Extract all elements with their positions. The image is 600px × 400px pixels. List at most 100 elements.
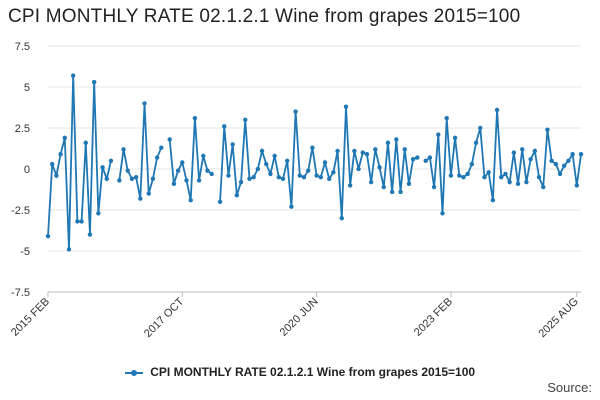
data-point[interactable] xyxy=(578,152,584,157)
data-point[interactable] xyxy=(541,184,546,190)
data-point[interactable] xyxy=(209,171,214,177)
data-point[interactable] xyxy=(557,171,563,177)
data-point[interactable] xyxy=(494,107,500,113)
data-point[interactable] xyxy=(356,166,361,172)
data-point[interactable] xyxy=(75,219,80,224)
data-point[interactable] xyxy=(205,168,210,173)
data-point[interactable] xyxy=(444,115,449,121)
data-point[interactable] xyxy=(440,211,445,216)
data-point[interactable] xyxy=(482,175,487,180)
data-point[interactable] xyxy=(154,155,160,160)
data-point[interactable] xyxy=(503,171,508,177)
data-point[interactable] xyxy=(331,170,336,175)
data-point[interactable] xyxy=(50,161,55,167)
data-point[interactable] xyxy=(398,189,403,195)
data-point[interactable] xyxy=(133,175,139,180)
data-point[interactable] xyxy=(293,109,298,114)
data-point[interactable] xyxy=(364,152,370,157)
data-point[interactable] xyxy=(532,148,538,154)
data-point[interactable] xyxy=(251,175,256,180)
data-point[interactable] xyxy=(217,199,223,204)
data-point[interactable] xyxy=(314,173,319,178)
data-point[interactable] xyxy=(457,173,462,178)
data-point[interactable] xyxy=(511,150,517,155)
data-point[interactable] xyxy=(289,204,294,209)
data-point[interactable] xyxy=(566,158,571,163)
data-point[interactable] xyxy=(222,124,227,129)
data-point[interactable] xyxy=(280,176,286,182)
data-point[interactable] xyxy=(360,150,365,155)
data-point[interactable] xyxy=(171,181,177,186)
data-point[interactable] xyxy=(478,125,483,131)
data-point[interactable] xyxy=(310,145,315,150)
data-point[interactable] xyxy=(318,175,323,180)
data-point[interactable] xyxy=(406,181,412,186)
data-point[interactable] xyxy=(423,158,428,163)
data-point[interactable] xyxy=(385,140,391,145)
data-point[interactable] xyxy=(230,142,235,147)
data-point[interactable] xyxy=(545,127,550,132)
data-point[interactable] xyxy=(285,158,290,163)
data-point[interactable] xyxy=(121,147,126,152)
legend[interactable]: CPI MONTHLY RATE 02.1.2.1 Wine from grap… xyxy=(0,365,600,379)
data-point[interactable] xyxy=(326,176,332,182)
data-point[interactable] xyxy=(499,175,504,180)
data-point[interactable] xyxy=(243,117,248,123)
data-point[interactable] xyxy=(452,135,458,141)
data-point[interactable] xyxy=(264,161,269,167)
data-point[interactable] xyxy=(192,115,198,121)
data-point[interactable] xyxy=(175,168,181,173)
data-point[interactable] xyxy=(268,171,273,177)
data-point[interactable] xyxy=(129,176,135,182)
data-point[interactable] xyxy=(465,171,470,177)
data-point[interactable] xyxy=(339,216,344,221)
data-point[interactable] xyxy=(238,179,244,185)
data-point[interactable] xyxy=(297,173,303,178)
data-point[interactable] xyxy=(515,181,521,186)
data-point[interactable] xyxy=(184,178,189,183)
data-point[interactable] xyxy=(322,160,328,165)
data-point[interactable] xyxy=(490,197,496,203)
data-point[interactable] xyxy=(473,140,479,145)
data-point[interactable] xyxy=(70,73,76,78)
data-point[interactable] xyxy=(461,175,466,180)
data-point[interactable] xyxy=(486,170,491,175)
data-point[interactable] xyxy=(507,179,512,185)
data-point[interactable] xyxy=(138,196,143,201)
data-point[interactable] xyxy=(54,173,59,178)
data-point[interactable] xyxy=(381,184,386,190)
data-point[interactable] xyxy=(180,160,185,165)
data-point[interactable] xyxy=(276,175,282,180)
data-point[interactable] xyxy=(79,219,84,224)
data-point[interactable] xyxy=(402,147,407,152)
data-point[interactable] xyxy=(259,148,265,154)
data-point[interactable] xyxy=(66,247,72,252)
data-point[interactable] xyxy=(377,165,382,170)
data-point[interactable] xyxy=(373,147,378,152)
data-point[interactable] xyxy=(394,137,399,142)
data-point[interactable] xyxy=(306,168,311,173)
data-point[interactable] xyxy=(196,178,202,183)
data-point[interactable] xyxy=(335,148,340,154)
data-point[interactable] xyxy=(436,132,441,137)
data-point[interactable] xyxy=(87,232,93,237)
data-point[interactable] xyxy=(415,155,420,160)
data-point[interactable] xyxy=(431,184,437,190)
data-point[interactable] xyxy=(427,155,433,160)
data-point[interactable] xyxy=(528,156,533,162)
data-point[interactable] xyxy=(347,183,353,188)
data-point[interactable] xyxy=(96,211,101,216)
data-point[interactable] xyxy=(301,175,307,180)
data-point[interactable] xyxy=(146,191,151,196)
data-point[interactable] xyxy=(574,183,579,188)
data-point[interactable] xyxy=(167,137,172,142)
data-point[interactable] xyxy=(45,234,51,239)
data-point[interactable] xyxy=(62,135,67,141)
data-point[interactable] xyxy=(117,178,122,183)
data-point[interactable] xyxy=(549,158,554,163)
data-point[interactable] xyxy=(150,176,156,182)
data-point[interactable] xyxy=(226,173,231,178)
data-point[interactable] xyxy=(389,189,395,195)
data-point[interactable] xyxy=(91,79,97,85)
data-point[interactable] xyxy=(570,152,575,157)
